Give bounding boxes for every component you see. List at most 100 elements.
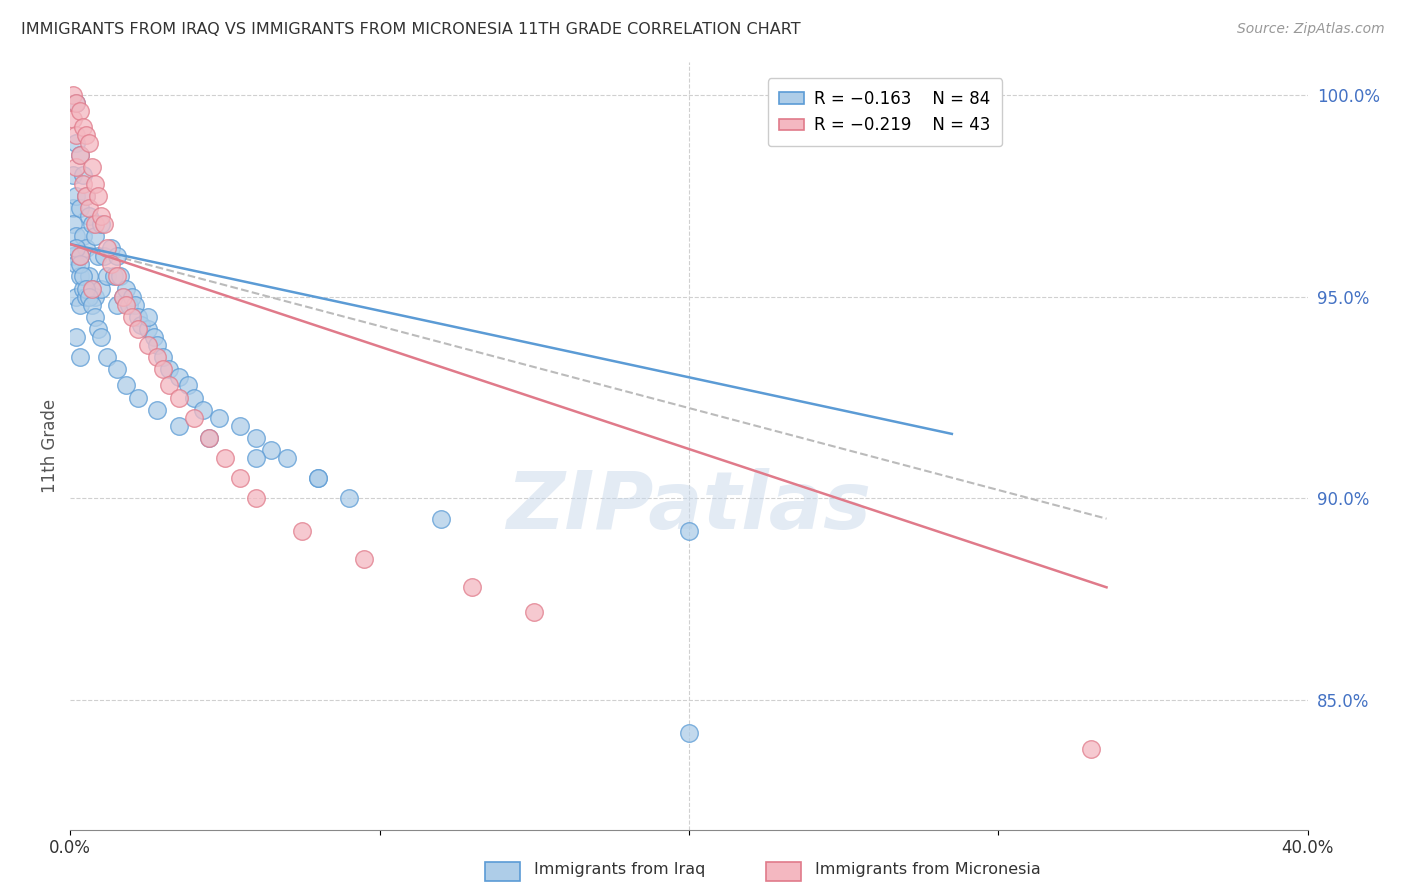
Point (65, 241, 87, 255)
Point (100, 257, 122, 271)
Point (523, 605, 546, 619)
Point (75, 290, 97, 304)
Point (62, 112, 84, 126)
Point (127, 310, 149, 324)
Point (167, 391, 190, 405)
Point (65, 128, 87, 142)
Point (87, 188, 110, 202)
Point (84, 229, 107, 244)
Point (77, 290, 100, 304)
Legend: R = −0.163    N = 84, R = −0.219    N = 43: R = −0.163 N = 84, R = −0.219 N = 43 (768, 78, 1002, 146)
Point (118, 298, 141, 312)
Point (90, 330, 112, 344)
Point (65, 290, 87, 304)
Point (87, 322, 110, 336)
Point (430, 511, 453, 525)
Point (65, 330, 87, 344)
Point (69, 350, 91, 364)
Point (167, 370, 190, 384)
Point (72, 120, 94, 134)
Point (183, 410, 205, 425)
Point (90, 281, 112, 295)
Point (111, 290, 134, 304)
Point (167, 418, 190, 433)
Point (75, 241, 97, 255)
Point (177, 378, 200, 392)
Point (105, 298, 128, 312)
Point (69, 201, 91, 215)
Point (214, 451, 236, 466)
Point (80, 281, 103, 295)
Point (84, 290, 107, 304)
Point (84, 177, 107, 191)
Point (198, 431, 221, 445)
Point (183, 391, 205, 405)
Point (121, 310, 143, 324)
Point (84, 217, 107, 231)
Point (69, 269, 91, 284)
Point (105, 269, 128, 284)
Text: Source: ZipAtlas.com: Source: ZipAtlas.com (1237, 22, 1385, 37)
Point (245, 491, 267, 506)
Point (65, 257, 87, 271)
Point (127, 322, 149, 336)
Point (75, 128, 97, 142)
Point (69, 249, 91, 263)
Point (72, 169, 94, 183)
Point (87, 249, 110, 263)
Point (65, 229, 87, 244)
Point (80, 298, 103, 312)
Point (69, 298, 91, 312)
Point (108, 269, 131, 284)
Point (142, 330, 165, 344)
Y-axis label: 11th Grade: 11th Grade (41, 399, 59, 493)
Text: Immigrants from Iraq: Immigrants from Iraq (534, 863, 706, 877)
Point (291, 524, 314, 538)
Point (105, 362, 128, 376)
Point (72, 229, 94, 244)
Point (72, 281, 94, 295)
Point (136, 322, 159, 336)
Point (77, 136, 100, 151)
Point (146, 338, 169, 352)
Point (80, 217, 103, 231)
Point (127, 391, 149, 405)
Point (307, 471, 329, 485)
Point (77, 209, 100, 223)
Point (65, 95, 87, 110)
Point (62, 87, 84, 102)
Point (245, 451, 267, 466)
Point (80, 281, 103, 295)
Point (100, 241, 122, 255)
Point (77, 269, 100, 284)
Point (124, 298, 146, 312)
Point (152, 362, 174, 376)
Point (276, 451, 298, 466)
Point (131, 318, 153, 332)
Point (84, 310, 107, 324)
Point (245, 431, 267, 445)
Point (353, 552, 375, 566)
Point (72, 177, 94, 191)
Point (62, 169, 84, 183)
Point (337, 491, 360, 506)
Point (157, 378, 180, 392)
Point (152, 350, 174, 364)
Point (193, 402, 215, 417)
Point (93, 249, 115, 263)
Point (77, 201, 100, 215)
Point (65, 161, 87, 175)
Point (96, 350, 118, 364)
Point (115, 281, 138, 295)
Point (65, 136, 87, 151)
Point (111, 290, 134, 304)
Point (69, 257, 91, 271)
Point (146, 350, 169, 364)
Point (208, 410, 231, 425)
Point (75, 188, 97, 202)
Point (93, 217, 115, 231)
Point (75, 188, 97, 202)
Point (90, 217, 112, 231)
Point (72, 269, 94, 284)
Point (136, 310, 159, 324)
